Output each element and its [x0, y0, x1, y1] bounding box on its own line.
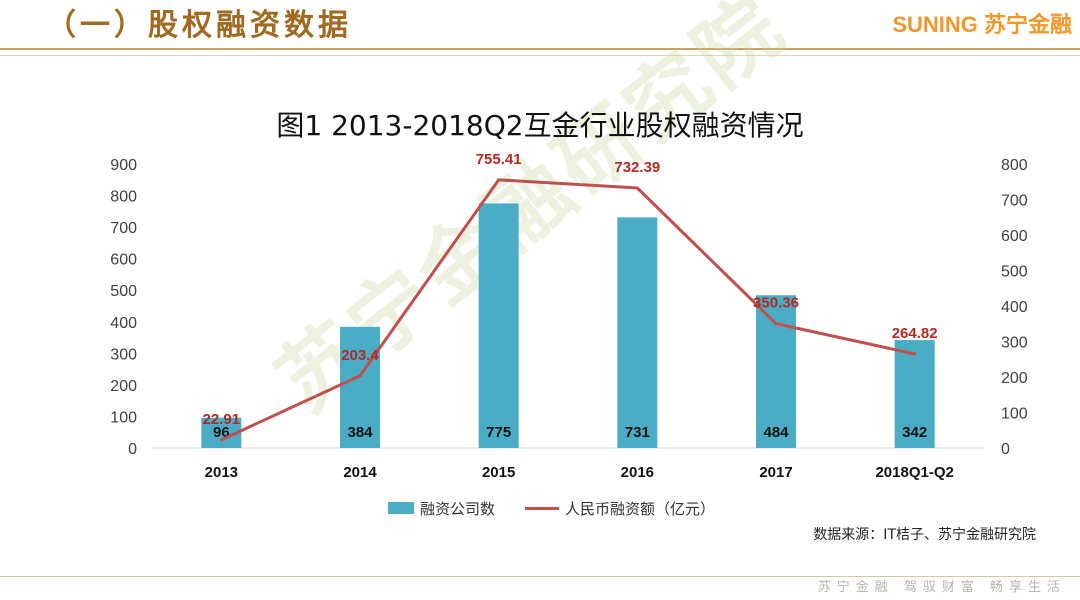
y-right-tick-label: 100 [1001, 406, 1028, 423]
y-left-tick-label: 900 [110, 157, 137, 174]
header-divider-thin [0, 55, 1080, 56]
header-divider [0, 48, 1080, 50]
y-left-tick-label: 0 [128, 441, 137, 458]
y-left-tick-label: 100 [110, 409, 137, 426]
x-tick-label: 2013 [205, 464, 238, 481]
footer-slogan: 苏宁金融 驾驭财富 畅享生活 [817, 580, 1066, 595]
x-tick-label: 2016 [621, 464, 654, 481]
chart-legend: 融资公司数 人民币融资额（亿元） [388, 498, 715, 518]
legend-line-swatch [525, 506, 560, 510]
bar-2018q1-q2 [894, 340, 935, 448]
y-left-tick-label: 300 [110, 346, 137, 363]
x-tick-label: 2015 [482, 464, 515, 481]
legend-bar-label: 融资公司数 [420, 499, 496, 518]
y-right-tick-label: 700 [1001, 193, 1028, 210]
section-title: （一）股权融资数据 [46, 8, 352, 43]
bar-data-label: 775 [486, 424, 511, 441]
bar-data-label: 731 [625, 424, 650, 441]
y-right-tick-label: 500 [1001, 264, 1028, 281]
y-right-tick-label: 200 [1001, 370, 1028, 387]
y-right-tick-label: 600 [1001, 228, 1028, 245]
legend-bar-swatch [388, 502, 414, 514]
bar-data-label: 484 [763, 424, 789, 441]
y-right-tick-label: 0 [1001, 441, 1010, 458]
line-point [358, 374, 362, 378]
line-point [774, 322, 778, 326]
x-tick-label: 2018Q1-Q2 [875, 464, 953, 481]
line-data-label: 350.36 [753, 295, 799, 312]
y-left-tick-label: 200 [110, 378, 137, 395]
line-point [219, 438, 223, 442]
bar-2014 [340, 326, 380, 448]
line-point [913, 352, 917, 356]
x-tick-label: 2017 [759, 464, 792, 481]
legend-line-label: 人民币融资额（亿元） [565, 499, 716, 518]
source-note: 数据来源：IT桔子、苏宁金融研究院 [813, 527, 1036, 543]
bar-data-label: 384 [347, 424, 373, 441]
line-data-label: 203.4 [341, 347, 379, 364]
y-left-tick-label: 400 [110, 315, 137, 332]
line-series-rmb [220, 178, 915, 442]
chart-title: 图1 2013-2018Q2互金行业股权融资情况 [276, 109, 804, 142]
y-left-tick-label: 800 [110, 189, 137, 206]
brand-logo: SUNING 苏宁金融 [892, 12, 1072, 37]
line-point [497, 178, 501, 182]
footer-divider [0, 576, 1080, 577]
bar-2016 [617, 217, 658, 448]
line-point [635, 186, 639, 190]
bar-2017 [756, 295, 796, 448]
bar-2015 [478, 203, 519, 448]
line-data-label: 755.41 [476, 151, 522, 168]
y-right-tick-label: 400 [1001, 299, 1028, 316]
y-left-tick-label: 600 [110, 252, 137, 269]
y-right-tick-label: 800 [1001, 157, 1028, 174]
y-left-tick-label: 500 [110, 283, 137, 300]
y-right-tick-label: 300 [1001, 335, 1028, 352]
y-left-tick-label: 700 [110, 220, 137, 237]
x-tick-label: 2014 [343, 464, 377, 481]
line-data-label: 732.39 [614, 159, 660, 176]
bar-data-label: 342 [902, 424, 927, 441]
line-data-label: 22.91 [203, 411, 241, 428]
line-data-label: 264.82 [892, 325, 938, 342]
